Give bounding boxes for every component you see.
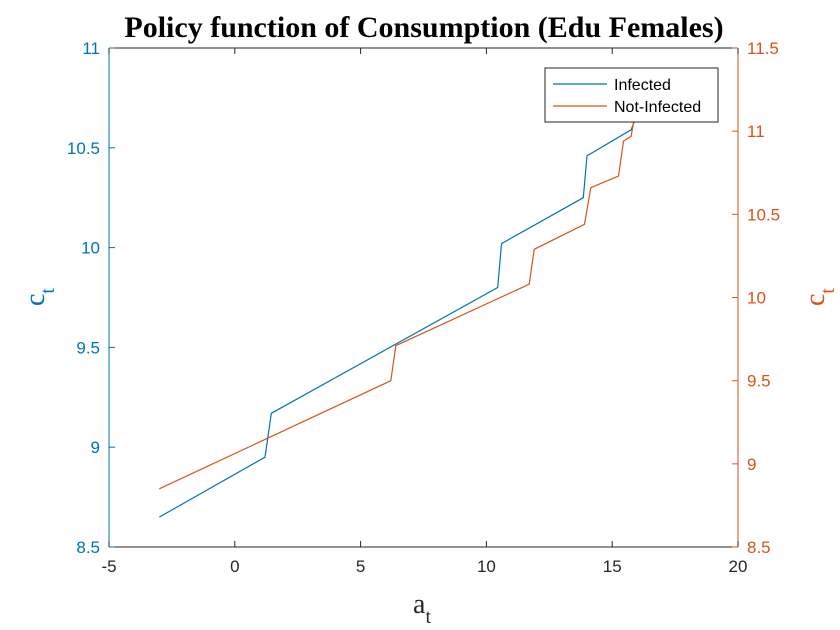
x-axis-label-main: a (413, 589, 426, 620)
left-y-axis-label-main: c (20, 294, 51, 306)
right-y-tick-label: 10.5 (747, 205, 780, 224)
legend-label: Not-Infected (614, 99, 701, 116)
legend: Infected Not-Infected (544, 67, 719, 123)
right-y-axis-label: ct (800, 288, 839, 306)
x-tick-label: 20 (729, 557, 748, 576)
x-tick-label: 10 (477, 557, 496, 576)
legend-label: Infected (614, 77, 671, 94)
left-y-axis-label: ct (20, 288, 59, 306)
right-y-tick-label: 9 (747, 455, 756, 474)
left-y-tick-label: 9 (91, 438, 100, 457)
right-y-tick-label: 11 (747, 122, 765, 141)
legend-box (544, 67, 719, 123)
axes-layer: -5 0 5 10 15 208.599.51010.5118.599.51010.511… (20, 39, 839, 628)
series-line-infected (159, 113, 638, 518)
chart-title: Policy function of Consumption (Edu Fema… (124, 11, 723, 44)
x-axis-label: at (413, 589, 431, 628)
right-y-tick-label: 8.5 (747, 538, 771, 557)
x-axis-label-sub: t (425, 606, 431, 628)
x-tick-label: -5 (101, 557, 116, 576)
left-y-tick-label: 10 (81, 239, 100, 258)
left-y-tick-label: 9.5 (76, 338, 100, 357)
right-y-tick-label: 9.5 (747, 372, 771, 391)
right-y-axis-label-main: c (800, 294, 831, 306)
x-tick-label: 0 (230, 557, 239, 576)
x-tick-label: 5 (356, 557, 365, 576)
left-y-axis-label-sub: t (37, 288, 59, 294)
series-line-not-infected (159, 112, 636, 490)
right-y-axis-label-sub: t (817, 288, 839, 294)
right-y-tick-label: 11.5 (747, 39, 779, 58)
x-tick-label: 15 (603, 557, 622, 576)
left-y-tick-label: 10.5 (67, 139, 100, 158)
right-y-tick-label: 10 (747, 289, 766, 308)
left-y-tick-label: 11 (82, 39, 100, 58)
series-layer (159, 112, 638, 518)
left-y-tick-label: 8.5 (76, 538, 100, 557)
